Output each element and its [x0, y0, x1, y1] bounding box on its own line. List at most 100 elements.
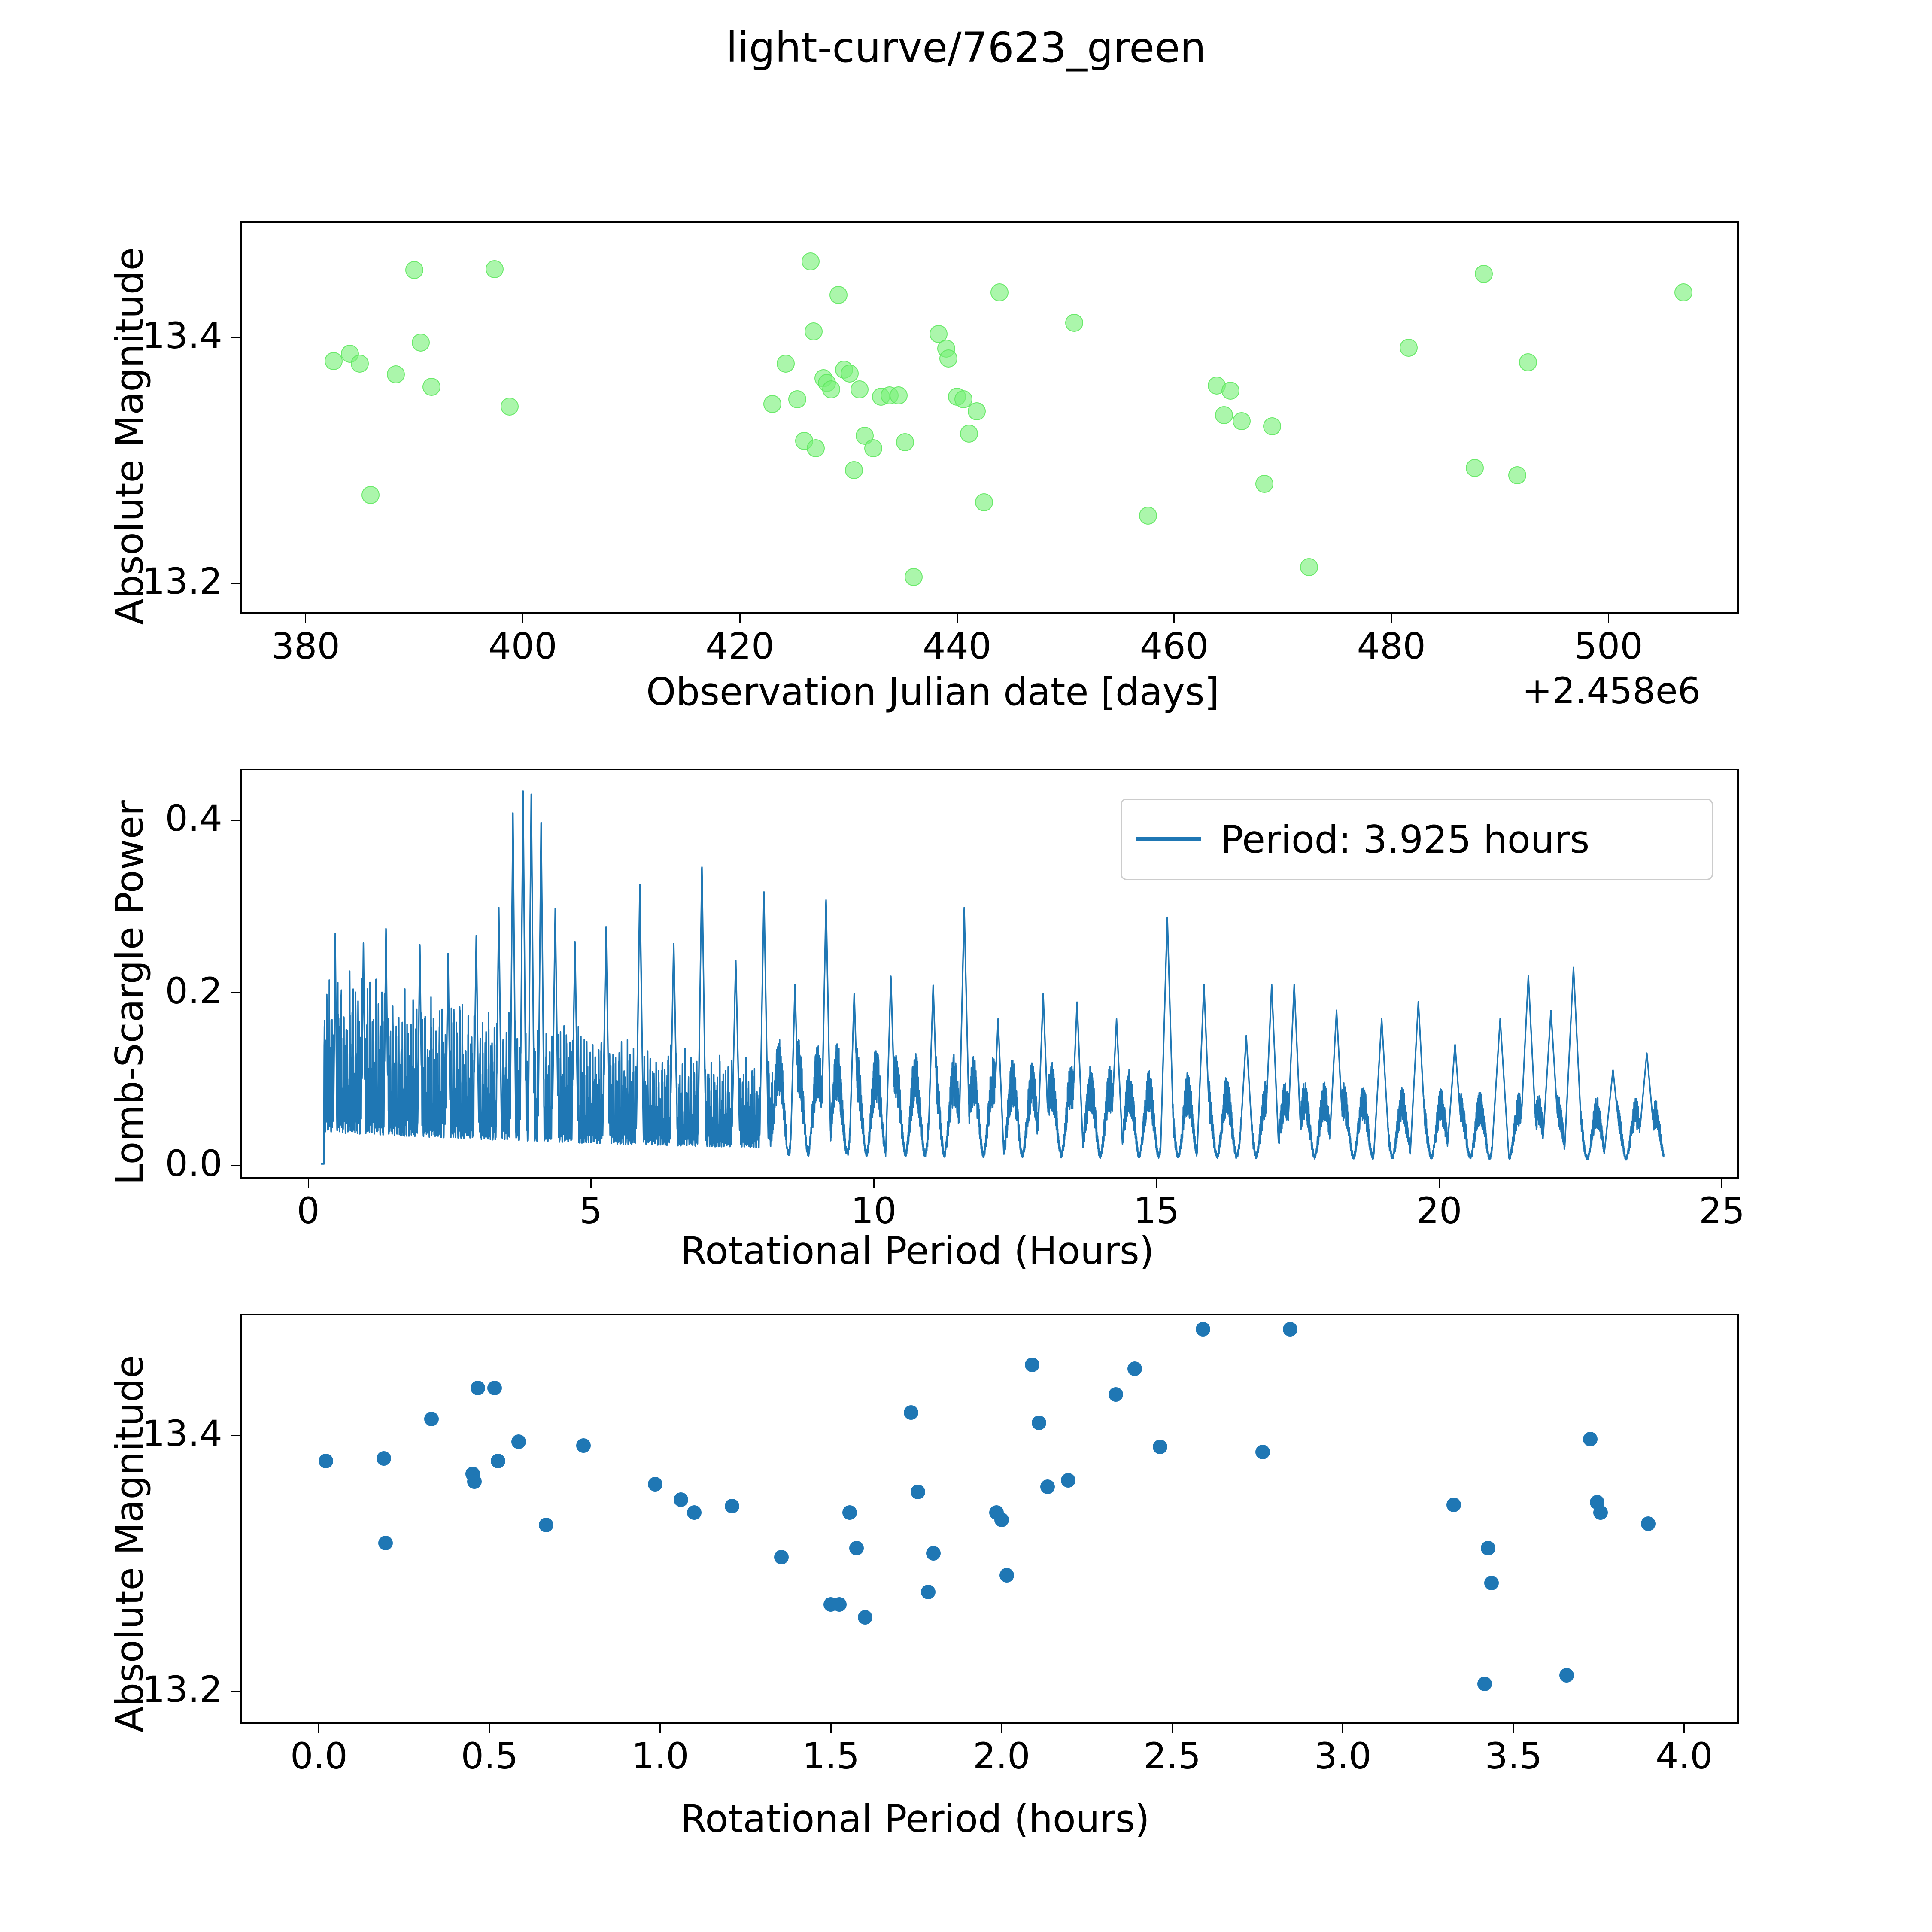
data-point — [1153, 1440, 1168, 1455]
data-point — [1255, 474, 1273, 493]
y-tick-mark — [231, 992, 240, 994]
data-point — [422, 378, 441, 396]
data-point — [1215, 406, 1233, 424]
periodogram-x-axis-label: Rotational Period (Hours) — [680, 1229, 1154, 1273]
data-point — [1480, 1541, 1495, 1556]
data-point — [832, 1597, 847, 1612]
x-tick-mark — [1001, 1724, 1002, 1733]
data-point — [687, 1505, 702, 1520]
data-point — [318, 1454, 333, 1469]
lightcurve-x-offset-text: +2.458e6 — [1522, 670, 1701, 712]
x-tick-label: 10 — [851, 1190, 897, 1232]
data-point — [1065, 314, 1084, 332]
periodogram-line — [320, 790, 1665, 1165]
x-tick-mark — [1173, 614, 1175, 623]
x-tick-mark — [1391, 614, 1392, 623]
data-point — [576, 1438, 591, 1453]
data-point — [939, 349, 957, 368]
x-tick-mark — [522, 614, 524, 623]
x-tick-label: 3.5 — [1485, 1735, 1543, 1777]
data-point — [1508, 466, 1527, 484]
data-point — [904, 1405, 919, 1420]
data-point — [386, 365, 405, 384]
lightcurve-x-axis-label: Observation Julian date [days] — [646, 670, 1219, 714]
data-point — [1484, 1575, 1499, 1590]
data-point — [378, 1536, 393, 1551]
data-point — [960, 424, 978, 443]
data-point — [864, 439, 883, 457]
data-point — [1127, 1361, 1142, 1376]
lightcurve-plot-area — [240, 221, 1739, 614]
data-point — [850, 380, 869, 398]
data-point — [511, 1434, 526, 1449]
data-point — [538, 1518, 553, 1533]
x-tick-label: 1.0 — [632, 1735, 689, 1777]
data-point — [1255, 1445, 1270, 1460]
x-tick-mark — [1342, 1724, 1344, 1733]
x-tick-label: 20 — [1416, 1190, 1462, 1232]
data-point — [1232, 412, 1251, 431]
x-tick-mark — [873, 1179, 875, 1188]
y-tick-mark — [231, 337, 240, 339]
data-point — [1446, 1497, 1461, 1512]
data-point — [1674, 283, 1693, 301]
y-tick-mark — [231, 820, 240, 821]
data-point — [975, 493, 993, 511]
data-point — [1559, 1668, 1574, 1683]
x-tick-label: 440 — [922, 625, 992, 667]
y-tick-label: 13.2 — [142, 1668, 222, 1711]
data-point — [325, 352, 343, 370]
data-point — [1195, 1321, 1210, 1337]
x-tick-mark — [1721, 1179, 1722, 1188]
x-tick-label: 4.0 — [1656, 1735, 1713, 1777]
data-point — [1300, 558, 1318, 577]
data-point — [1221, 381, 1240, 400]
x-tick-label: 420 — [705, 625, 775, 667]
x-tick-label: 15 — [1133, 1190, 1179, 1232]
data-point — [805, 322, 823, 341]
legend-line-swatch — [1136, 837, 1201, 841]
data-point — [822, 380, 840, 398]
data-point — [911, 1484, 926, 1499]
data-point — [1139, 507, 1157, 525]
data-point — [1593, 1505, 1608, 1520]
data-point — [763, 395, 782, 413]
x-tick-label: 2.0 — [973, 1735, 1030, 1777]
figure-title: light-curve/7623_green — [726, 24, 1206, 72]
periodogram-trace — [320, 790, 1665, 1165]
x-tick-mark — [1438, 1179, 1440, 1188]
data-point — [1032, 1415, 1047, 1430]
y-tick-mark — [231, 1691, 240, 1692]
data-point — [351, 354, 369, 373]
data-point — [990, 283, 1009, 301]
data-point — [829, 286, 848, 304]
x-tick-label: 380 — [271, 625, 340, 667]
data-point — [999, 1567, 1014, 1583]
data-point — [467, 1474, 482, 1489]
data-point — [844, 461, 863, 480]
data-point — [776, 354, 795, 373]
x-tick-mark — [1171, 1724, 1173, 1733]
data-point — [1519, 353, 1537, 371]
data-point — [424, 1411, 439, 1426]
y-tick-label: 13.2 — [142, 560, 222, 602]
x-tick-label: 0 — [297, 1190, 320, 1232]
data-point — [801, 252, 820, 271]
data-point — [673, 1492, 688, 1507]
x-tick-mark — [1608, 614, 1610, 623]
data-point — [840, 364, 859, 383]
y-tick-mark — [231, 583, 240, 584]
data-point — [1583, 1432, 1598, 1447]
data-point — [376, 1451, 391, 1466]
x-tick-mark — [1683, 1724, 1685, 1733]
data-point — [1025, 1358, 1040, 1373]
y-tick-label: 13.4 — [142, 314, 222, 357]
x-tick-mark — [590, 1179, 592, 1188]
data-point — [1474, 264, 1493, 283]
data-point — [1040, 1479, 1055, 1494]
data-point — [967, 402, 986, 421]
periodogram-legend[interactable]: Period: 3.925 hours — [1121, 799, 1713, 880]
data-point — [411, 334, 430, 352]
x-tick-mark — [830, 1724, 832, 1733]
